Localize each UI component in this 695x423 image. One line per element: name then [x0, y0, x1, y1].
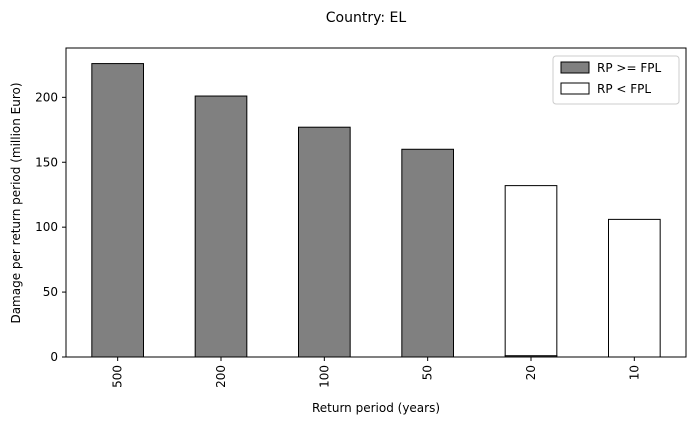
legend-label-rp-lt-fpl: RP < FPL — [597, 82, 651, 96]
bars — [91, 63, 661, 358]
x-tick-label: 500 — [111, 365, 125, 388]
y-tick-label: 0 — [50, 350, 58, 364]
bar-rp-ge-fpl-50 — [401, 148, 455, 358]
y-tick-label: 100 — [35, 220, 58, 234]
bar-rp-ge-fpl-200 — [194, 95, 248, 358]
x-tick-label: 20 — [524, 365, 538, 380]
bar-rp-lt-fpl-20 — [504, 185, 558, 357]
x-tick-label: 200 — [214, 365, 228, 388]
legend-swatch-rp-ge-fpl — [560, 61, 590, 74]
y-axis: 0 50 100 150 200 — [35, 90, 66, 364]
bar-rp-ge-fpl-100 — [298, 126, 351, 358]
x-tick-label: 10 — [627, 365, 641, 380]
x-tick-label: 100 — [317, 365, 331, 388]
plot-area — [65, 47, 687, 358]
x-axis-title: Return period (years) — [312, 401, 440, 415]
chart-title: Country: EL — [326, 10, 407, 26]
legend: RP >= FPL RP < FPL — [552, 55, 680, 105]
y-tick-label: 150 — [35, 155, 58, 169]
y-tick-label: 200 — [35, 90, 58, 104]
bar-rp-lt-fpl-10 — [608, 218, 661, 358]
y-tick-label: 50 — [43, 285, 58, 299]
bar-rp-ge-fpl-500 — [91, 63, 145, 358]
y-axis-title: Damage per return period (million Euro) — [9, 82, 23, 323]
legend-label-rp-ge-fpl: RP >= FPL — [597, 61, 661, 75]
legend-swatch-rp-lt-fpl — [560, 82, 590, 95]
x-tick-label: 50 — [421, 365, 435, 380]
x-axis: 500 200 100 50 20 10 — [111, 357, 641, 388]
